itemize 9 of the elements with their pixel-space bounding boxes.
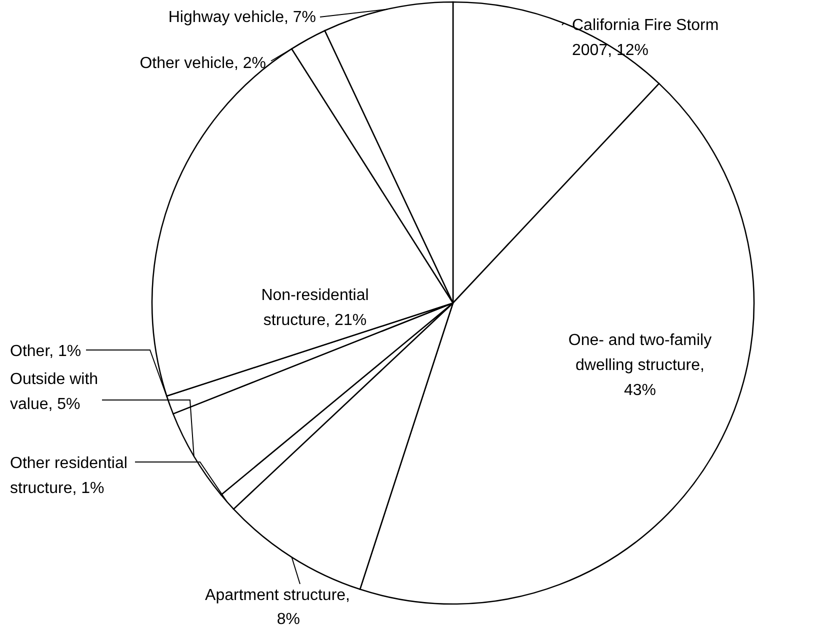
slice-label: Other, 1%	[10, 343, 82, 360]
slice-label: Highway vehicle, 7%	[168, 9, 316, 26]
slice-label: Other residential structure, 1%	[10, 455, 128, 497]
slice-label: One- and two-family dwelling structure, 43%	[568, 332, 712, 399]
slice-label: Non-residential structure, 21%	[261, 287, 369, 329]
slice-label: Apartment structure, 8%	[205, 587, 350, 628]
slice-label: California Fire Storm 2007, 12%	[572, 17, 719, 59]
slice-label: Other vehicle, 2%	[140, 55, 266, 72]
slice-label: Outside with value, 5%	[10, 371, 98, 413]
